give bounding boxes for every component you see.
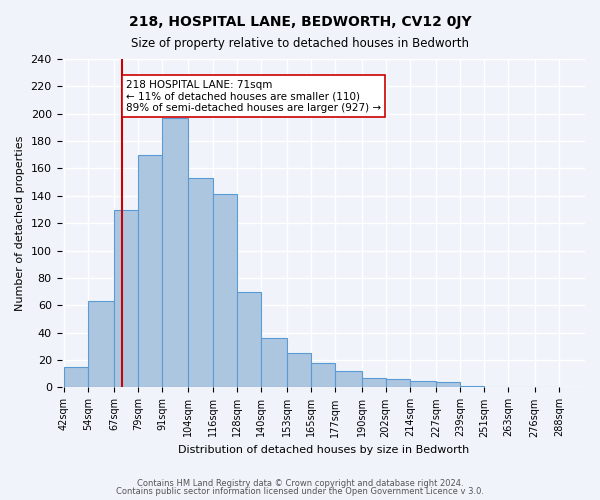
- Bar: [236, 292, 261, 388]
- Text: Contains HM Land Registry data © Crown copyright and database right 2024.: Contains HM Land Registry data © Crown c…: [137, 478, 463, 488]
- Text: 218 HOSPITAL LANE: 71sqm
← 11% of detached houses are smaller (110)
89% of semi-: 218 HOSPITAL LANE: 71sqm ← 11% of detach…: [126, 80, 381, 112]
- Bar: [460, 386, 484, 388]
- Bar: [162, 118, 188, 388]
- Bar: [436, 382, 460, 388]
- Y-axis label: Number of detached properties: Number of detached properties: [15, 136, 25, 311]
- Text: Size of property relative to detached houses in Bedworth: Size of property relative to detached ho…: [131, 38, 469, 51]
- Bar: [64, 367, 88, 388]
- Bar: [138, 155, 162, 388]
- Text: 218, HOSPITAL LANE, BEDWORTH, CV12 0JY: 218, HOSPITAL LANE, BEDWORTH, CV12 0JY: [128, 15, 472, 29]
- Bar: [88, 301, 114, 388]
- X-axis label: Distribution of detached houses by size in Bedworth: Distribution of detached houses by size …: [178, 445, 469, 455]
- Bar: [386, 379, 410, 388]
- Text: Contains public sector information licensed under the Open Government Licence v : Contains public sector information licen…: [116, 487, 484, 496]
- Bar: [261, 338, 287, 388]
- Bar: [311, 363, 335, 388]
- Bar: [335, 371, 362, 388]
- Bar: [114, 210, 138, 388]
- Bar: [212, 194, 236, 388]
- Bar: [188, 178, 212, 388]
- Bar: [362, 378, 386, 388]
- Bar: [410, 380, 436, 388]
- Bar: [287, 353, 311, 388]
